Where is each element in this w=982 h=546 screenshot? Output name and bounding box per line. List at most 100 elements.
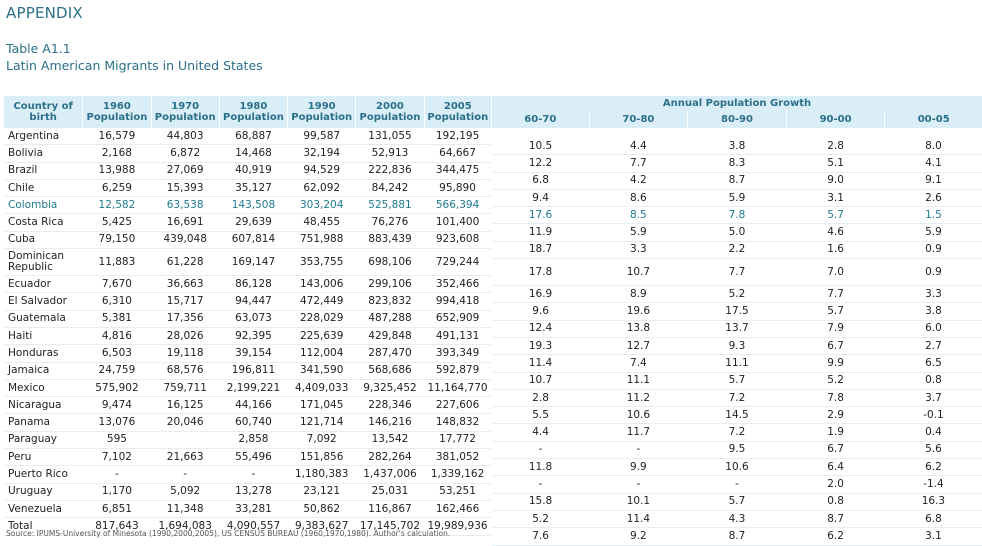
growth-value: 5.2 [492, 510, 590, 529]
population-value: 63,538 [151, 196, 220, 215]
country-name: Paraguay [4, 431, 83, 450]
growth-value: 0.9 [884, 241, 982, 260]
population-value: 1,180,383 [287, 465, 356, 484]
growth-value: 10.6 [687, 458, 787, 477]
population-value: 592,879 [424, 362, 491, 380]
column-header-line: Population [86, 112, 148, 123]
growth-value: 2.7 [884, 337, 982, 356]
table-label: Table A1.1 [6, 41, 71, 56]
population-value: 1,339,162 [424, 465, 491, 484]
growth-value: 12.7 [589, 337, 688, 356]
table-row: Argentina 16,579 44,803 68,887 99,587 131,055… [4, 128, 491, 146]
growth-value: 5.1 [786, 154, 885, 173]
population-value: 568,686 [355, 362, 425, 380]
table-row: Colombia 12,582 63,538 143,508 303,204 525,88… [4, 196, 491, 215]
country-name: Cuba [4, 231, 83, 250]
table-row: 9.6 19.6 17.5 5.7 3.8 [492, 302, 982, 321]
growth-value: 8.0 [884, 138, 982, 156]
table-row: Venezuela 6,851 11,348 33,281 50,862 116,867 1… [4, 500, 491, 519]
population-value: 17,772 [424, 431, 491, 450]
population-value: 299,106 [355, 275, 425, 294]
population-value: 99,587 [287, 128, 356, 146]
period-header: 00-05 [884, 111, 982, 128]
country-name: Mexico [4, 379, 83, 398]
population-value: 39,154 [219, 344, 288, 363]
population-value: 101,400 [424, 213, 491, 232]
growth-value: 3.8 [687, 138, 787, 156]
population-value: 55,496 [219, 448, 288, 467]
growth-value: 7.9 [786, 320, 885, 338]
country-name: Peru [4, 448, 83, 467]
growth-value: 4.4 [589, 138, 688, 156]
growth-value: 8.7 [786, 510, 885, 529]
growth-value: 6.7 [786, 337, 885, 356]
population-value: 6,503 [82, 344, 152, 363]
country-name: Argentina [4, 128, 83, 146]
growth-value: 9.4 [492, 189, 590, 208]
table-row: Chile 6,259 15,393 35,127 62,092 84,242 95,890 [4, 179, 491, 198]
growth-value: 1.5 [884, 206, 982, 225]
population-value: - [82, 465, 152, 484]
population-value: 53,251 [424, 483, 491, 501]
population-value: 287,470 [355, 344, 425, 363]
population-value: 64,667 [424, 144, 491, 163]
growth-value: 4.1 [884, 154, 982, 173]
growth-value: 8.7 [687, 172, 787, 190]
population-value: 62,092 [287, 179, 356, 198]
growth-value: 11.7 [589, 423, 688, 442]
population-value: 759,711 [151, 379, 220, 398]
population-value: 24,759 [82, 362, 152, 380]
population-value: 94,447 [219, 292, 288, 311]
growth-value: 17.6 [492, 206, 590, 225]
population-value: 7,102 [82, 448, 152, 467]
growth-value: 4.3 [687, 510, 787, 529]
population-value: 393,349 [424, 344, 491, 363]
population-value: 817,643 [82, 517, 152, 536]
growth-value: 3.1 [884, 527, 982, 546]
growth-value: 10.5 [492, 138, 590, 156]
population-value: 751,988 [287, 231, 356, 250]
growth-value: 11.1 [687, 354, 787, 373]
population-value: 13,988 [82, 162, 152, 180]
growth-table: Annual Population Growth 60-70 70-80 80-90… [492, 96, 982, 546]
growth-value: - [492, 441, 590, 460]
table-row: Puerto Rico - - -1,180,383 1,437,006 1,339,16… [4, 465, 491, 484]
population-value: 40,919 [219, 162, 288, 180]
population-value: 16,691 [151, 213, 220, 232]
population-value: 19,118 [151, 344, 220, 363]
growth-value: 6.2 [884, 458, 982, 477]
growth-value: 3.7 [884, 389, 982, 408]
growth-value: 2.2 [687, 241, 787, 260]
column-header-line: 2005 [443, 101, 472, 112]
growth-value: 1.6 [786, 241, 885, 260]
population-value: 68,576 [151, 362, 220, 380]
growth-value: 6.8 [492, 172, 590, 190]
growth-value: 9.3 [687, 337, 787, 356]
growth-value: 6.5 [884, 354, 982, 373]
table-row: Guatemala 5,381 17,356 63,073 228,029 487,288… [4, 310, 491, 328]
growth-value: - [589, 475, 688, 494]
population-value: 5,092 [151, 483, 220, 501]
population-value: 487,288 [355, 310, 425, 328]
population-value: 143,006 [287, 275, 356, 294]
growth-value: 19.6 [589, 302, 688, 321]
table-row: 5.5 10.6 14.5 2.9 -0.1 [492, 406, 982, 425]
growth-value: 6.7 [786, 441, 885, 460]
growth-value: 8.6 [589, 189, 688, 208]
population-value: 1,694,083 [151, 517, 220, 536]
population-value: 27,069 [151, 162, 220, 180]
growth-value: 9.0 [786, 172, 885, 190]
country-name: Bolivia [4, 144, 83, 163]
population-value: 9,325,452 [355, 379, 425, 398]
population-value: 61,228 [151, 248, 220, 277]
growth-value: 14.5 [687, 406, 787, 425]
table-row: 10.7 11.1 5.7 5.2 0.8 [492, 372, 982, 390]
growth-value: 13.7 [687, 320, 787, 338]
growth-value: 5.9 [687, 189, 787, 208]
column-header-line: Population [427, 112, 489, 123]
country-name: Uruguay [4, 483, 83, 501]
population-value: 698,106 [355, 248, 425, 277]
column-header-line: birth [29, 112, 57, 123]
country-name: El Salvador [4, 292, 83, 311]
population-value: 2,168 [82, 144, 152, 163]
